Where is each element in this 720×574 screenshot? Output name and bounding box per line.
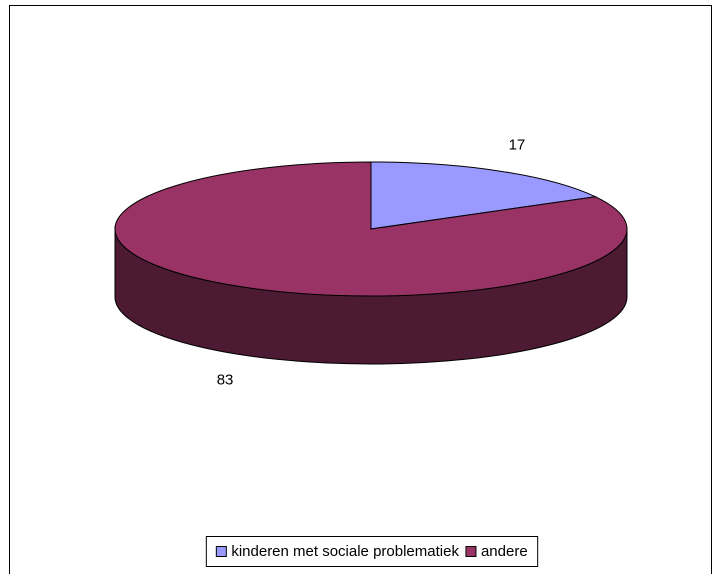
- pie-slice: [114, 161, 628, 297]
- chart-border: [9, 5, 712, 574]
- data-label: 17: [509, 136, 526, 153]
- legend-swatch: [465, 546, 477, 557]
- legend-label: kinderen met sociale problematiek: [231, 543, 459, 560]
- legend-box: [205, 536, 539, 567]
- legend-label: andere: [481, 543, 528, 560]
- legend-swatch: [215, 546, 227, 557]
- pie-slice: [370, 161, 598, 230]
- data-label: 83: [217, 372, 234, 389]
